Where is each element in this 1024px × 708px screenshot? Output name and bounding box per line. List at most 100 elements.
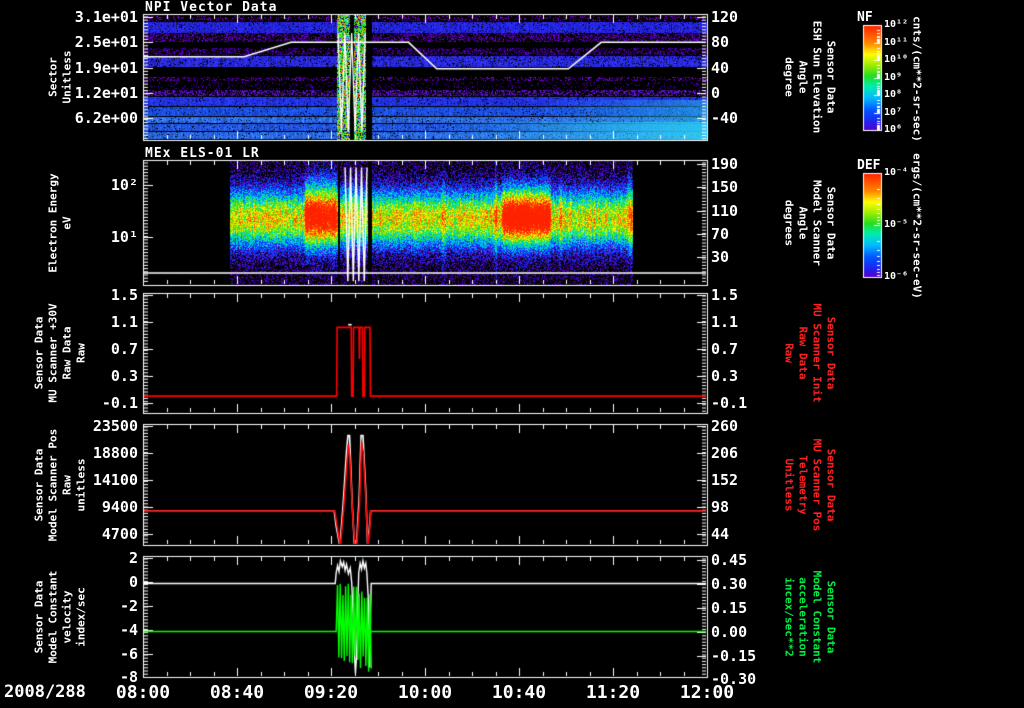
panel2-right-axis-label-line: degrees <box>782 199 796 246</box>
panel3-left-tick: 1.1 <box>110 313 138 332</box>
panel4-left-axis-label-line: Model Scanner Pos <box>46 428 60 541</box>
panel4-left-tick: 4700 <box>101 524 138 543</box>
panel2-right-axis-label-line: Model Scanner <box>810 179 824 266</box>
panel5-left-axis-label-line: index/sec <box>74 586 88 647</box>
panel1-right-tick: 80 <box>711 33 730 52</box>
units-text: cnts/(cm**2-sr-sec) <box>910 15 924 142</box>
colorbar-nf-title: NF <box>857 10 873 25</box>
panel2-right-tick: 150 <box>711 178 739 197</box>
colorbar-nf-tick: 10⁸ <box>884 89 903 100</box>
panel4-right-axis-label-line: Sensor Data <box>824 448 838 521</box>
panel5-left-tick: 0 <box>128 573 138 591</box>
panel1-left-axis-label-line: Unitless <box>60 50 74 104</box>
panel1-left-axis-label-line: Sector <box>46 57 60 97</box>
panel5-right-axis-label: Sensor Data Model Constant acceleration inc… <box>752 556 868 677</box>
panel3-right-axis-label: Sensor Data MU Scanner Init Raw Data Raw <box>752 293 868 413</box>
panel3-left-tick: 1.5 <box>110 286 138 305</box>
panel4-right-tick: 206 <box>711 444 739 463</box>
panel4-left-tick: 23500 <box>92 417 138 436</box>
panel4-right-tick: 98 <box>711 498 730 516</box>
panel4-left-tick: 14100 <box>92 471 138 490</box>
colorbar-nf-tick: 10¹⁰ <box>884 54 909 65</box>
panel2-right-tick: 30 <box>711 248 730 266</box>
panel5-right-axis-label-line: incex/sec**2 <box>782 576 796 657</box>
panel3-left-tick: 0.7 <box>110 340 138 359</box>
panel3-right-tick: -0.1 <box>711 394 748 413</box>
panel3-right-tick: 0.7 <box>711 340 739 359</box>
x-axis-tick: 08:00 <box>115 682 171 703</box>
panel4-left-tick: 9400 <box>101 498 138 516</box>
panel2-right-axis-label-line: Angle <box>796 205 810 240</box>
panel1-left-tick: 1.2e+01 <box>74 83 138 102</box>
panel2-title: MEx ELS-01 LR <box>145 146 260 161</box>
panel4-left-tick: 18800 <box>92 444 138 463</box>
x-axis-tick: 11:20 <box>585 682 641 703</box>
panel2-left-tick: 10¹ <box>110 228 138 246</box>
panel2-right-axis-label: Sensor Data Model Scanner Angle degrees <box>752 160 868 285</box>
panel1-right-axis-label-line: degree <box>782 57 796 97</box>
panel5-left-tick: 2 <box>128 549 138 568</box>
panel5-right-tick: 0.15 <box>711 598 748 617</box>
panel1-left-tick: 2.5e+01 <box>74 33 138 52</box>
panel2-right-tick: 110 <box>711 201 739 220</box>
panel3-right-tick: 1.5 <box>711 286 739 305</box>
panel1-right-tick: -40 <box>711 108 739 127</box>
panel4-right-tick: 44 <box>711 524 730 543</box>
panel5-right-tick: 0.00 <box>711 622 748 641</box>
x-axis-tick: 08:40 <box>209 682 265 703</box>
panel4-left-axis-label-line: Sensor Data <box>32 448 46 521</box>
panel3-left-tick: -0.1 <box>101 394 138 413</box>
panel4-right-tick: 260 <box>711 417 739 436</box>
panel5-left-axis-label-line: velocity <box>60 590 74 643</box>
panel5-right-axis-label-line: Model Constant <box>810 570 824 663</box>
panel3-left-axis-label-line: Sensor Data <box>32 316 46 390</box>
panel1-left-axis-label: Sector Unitless <box>2 14 118 140</box>
panel4-right-axis-label-line: Telemetry <box>796 454 810 515</box>
panel1-right-axis-label-line: ESH Sun Elevation <box>810 20 824 134</box>
panel5-right-axis-label-line: Sensor Data <box>824 580 838 653</box>
panel5-right-tick: 0.45 <box>711 550 748 569</box>
panel2-right-tick: 190 <box>711 155 739 173</box>
panel4-right-axis-label: Sensor Data MU Scanner Pos Telemetry Unitle… <box>752 424 868 545</box>
panel1-left-tick: 3.1e+01 <box>74 8 138 27</box>
panel2-right-tick: 70 <box>711 224 730 243</box>
panel5-left-tick: -6 <box>119 644 138 663</box>
panel5-right-tick: -0.30 <box>711 670 757 689</box>
panel2-left-axis-label-line: eV <box>60 215 74 230</box>
panel4-left-axis-label-line: Raw <box>60 474 74 495</box>
panel5-right-tick: -0.15 <box>711 646 757 665</box>
panel3-left-axis-label-line: Raw Data <box>60 326 74 380</box>
colorbar-nf-tick: 10⁶ <box>884 124 903 135</box>
panel1-right-tick: 0 <box>711 83 721 102</box>
panel1-left-tick: 6.2e+00 <box>74 108 138 127</box>
panel3-right-tick: 0.3 <box>711 367 739 386</box>
x-axis-tick: 09:20 <box>303 682 359 703</box>
panel1-right-tick: 40 <box>711 58 730 77</box>
panel4-left-axis-label: Sensor Data Model Scanner Pos Raw unitless <box>2 424 118 545</box>
panel2-right-axis-label-line: Sensor Data <box>824 186 838 259</box>
panel5-left-axis-label: Sensor Data Model Constant velocity index/s… <box>2 556 118 677</box>
panel3-right-tick: 1.1 <box>711 313 739 332</box>
panel5-left-tick: -2 <box>119 596 138 615</box>
panel5-left-tick: -8 <box>119 668 138 686</box>
colorbar-nf-tick: 10¹² <box>884 19 909 30</box>
panel1-right-axis-label-line: Angle <box>796 60 810 94</box>
date-label: 2008/288 <box>4 682 86 702</box>
panel5-right-axis-label-line: acceleration <box>796 576 810 657</box>
panel2-left-tick: 10² <box>110 176 138 194</box>
panel1-right-tick: 120 <box>711 8 739 27</box>
panel3-left-axis-label-line: MU Scanner +30V <box>46 303 60 403</box>
panel5-right-tick: 0.30 <box>711 574 748 593</box>
x-axis-tick: 12:00 <box>679 682 735 703</box>
colorbar-def-title: DEF <box>857 158 881 173</box>
panel4-right-tick: 152 <box>711 471 739 490</box>
colorbar-def-units: ergs/(cm**2-sr-sec-eV) <box>905 153 929 299</box>
colorbar-nf-tick: 10⁹ <box>884 71 903 83</box>
colorbar-def-tick: 10⁻⁵ <box>884 219 909 230</box>
panel3-right-axis-label-line: Raw Data <box>796 326 810 380</box>
units-text: ergs/(cm**2-sr-sec-eV) <box>910 153 924 299</box>
colorbar-nf-tick: 10⁷ <box>884 106 903 118</box>
panel3-right-axis-label-line: Raw <box>782 343 796 363</box>
